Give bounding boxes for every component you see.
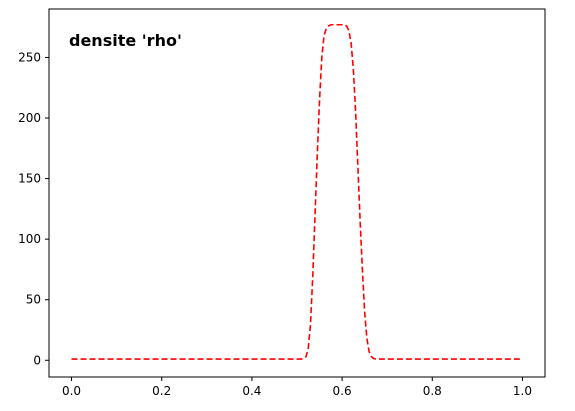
- x-tick-label: 0.8: [423, 384, 442, 398]
- y-tick-label: 50: [26, 293, 41, 307]
- x-tick-label: 1.0: [513, 384, 532, 398]
- y-tick-label: 0: [33, 353, 41, 367]
- chart-annotation: densite 'rho': [69, 31, 182, 50]
- x-tick-label: 0.0: [62, 384, 81, 398]
- y-tick-label: 250: [18, 50, 41, 64]
- y-tick-label: 100: [18, 232, 41, 246]
- axes-frame: [48, 8, 546, 378]
- x-tick-label: 0.4: [242, 384, 261, 398]
- x-tick-label: 0.6: [333, 384, 352, 398]
- y-tick-label: 200: [18, 111, 41, 125]
- x-tick-label: 0.2: [152, 384, 171, 398]
- series-line-0: [71, 23, 523, 360]
- y-tick-label: 150: [18, 172, 41, 186]
- axes: 0.0 0.2 0.4 0.6 0.8 1.0 0 50 100 150 200 250: [18, 8, 546, 398]
- plot-area: [71, 23, 523, 360]
